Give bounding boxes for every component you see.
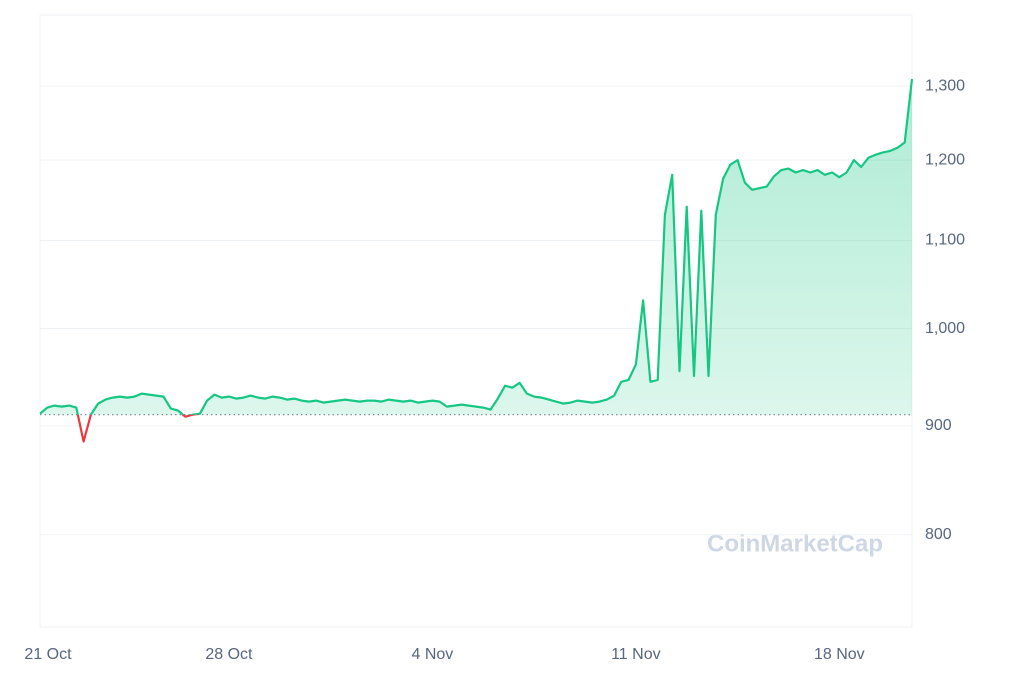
y-tick-label: 800 [925, 526, 952, 543]
x-tick-label: 18 Nov [814, 646, 865, 663]
y-tick-label: 1,200 [925, 151, 965, 168]
y-tick-label: 1,000 [925, 320, 965, 337]
price-line-up [39, 78, 914, 415]
x-tick-label: 11 Nov [611, 646, 661, 663]
y-tick-label: 900 [925, 417, 952, 434]
x-tick-label: 4 Nov [412, 646, 454, 663]
y-tick-label: 1,300 [925, 77, 965, 94]
price-line-down [76, 414, 201, 443]
area [40, 79, 912, 415]
y-tick-label: 1,100 [925, 232, 965, 249]
x-tick-label: 28 Oct [205, 646, 253, 663]
x-tick-label: 21 Oct [24, 646, 72, 663]
